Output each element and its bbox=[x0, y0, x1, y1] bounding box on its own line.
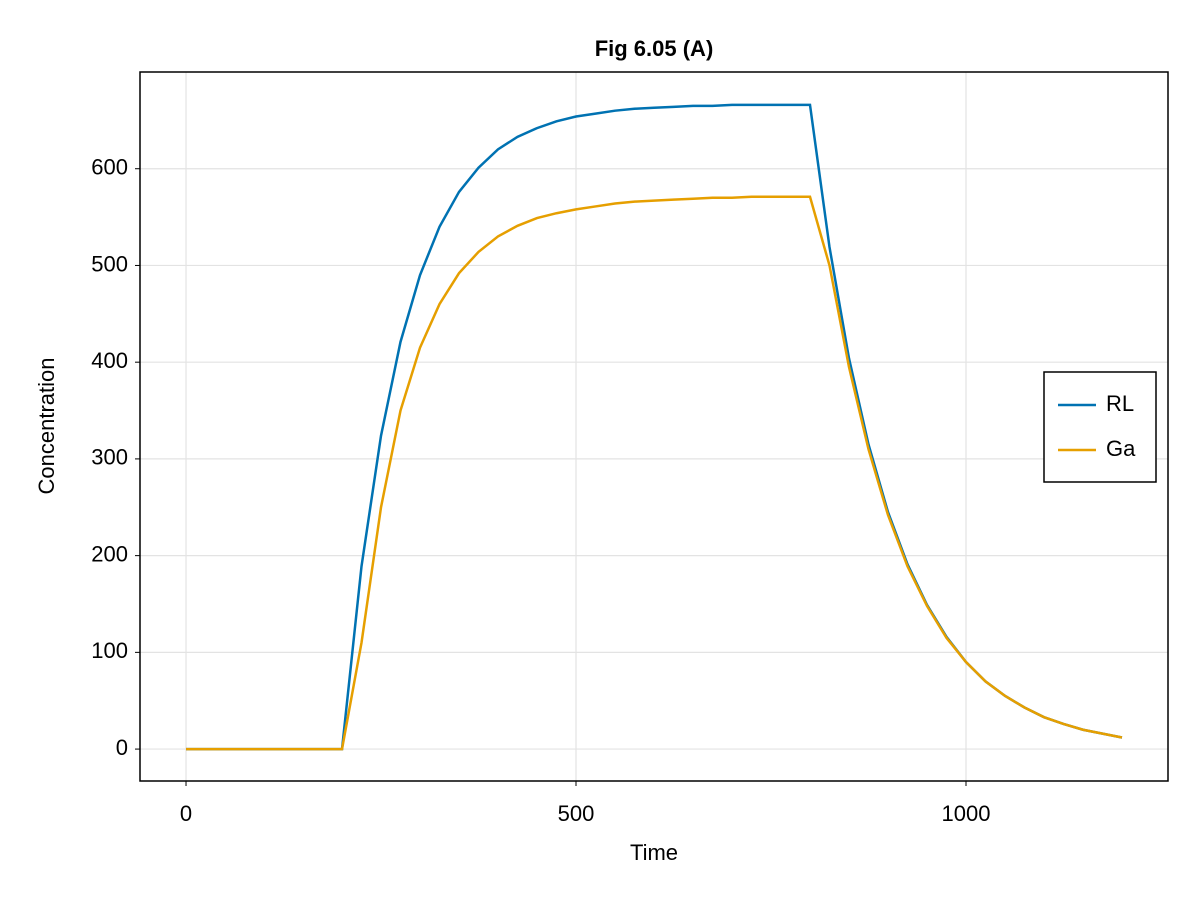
legend-label: Ga bbox=[1106, 436, 1136, 461]
y-tick-label: 300 bbox=[91, 445, 128, 470]
x-tick-label: 1000 bbox=[942, 801, 991, 826]
data-line bbox=[186, 195, 1123, 751]
y-axis-label: Concentration bbox=[34, 358, 59, 495]
legend-label: RL bbox=[1106, 391, 1134, 416]
y-tick-label: 400 bbox=[91, 348, 128, 373]
y-tick-label: 200 bbox=[91, 541, 128, 566]
y-tick-label: 500 bbox=[91, 251, 128, 276]
y-tick-label: 100 bbox=[91, 638, 128, 663]
x-tick-label: 0 bbox=[180, 801, 192, 826]
plot-frame bbox=[139, 71, 1169, 782]
y-tick-label: 0 bbox=[116, 735, 128, 760]
x-tick-label: 500 bbox=[558, 801, 595, 826]
x-axis-label: Time bbox=[630, 840, 678, 865]
legend-box bbox=[1043, 371, 1157, 483]
y-tick-label: 600 bbox=[91, 155, 128, 180]
chart-title: Fig 6.05 (A) bbox=[595, 36, 714, 61]
